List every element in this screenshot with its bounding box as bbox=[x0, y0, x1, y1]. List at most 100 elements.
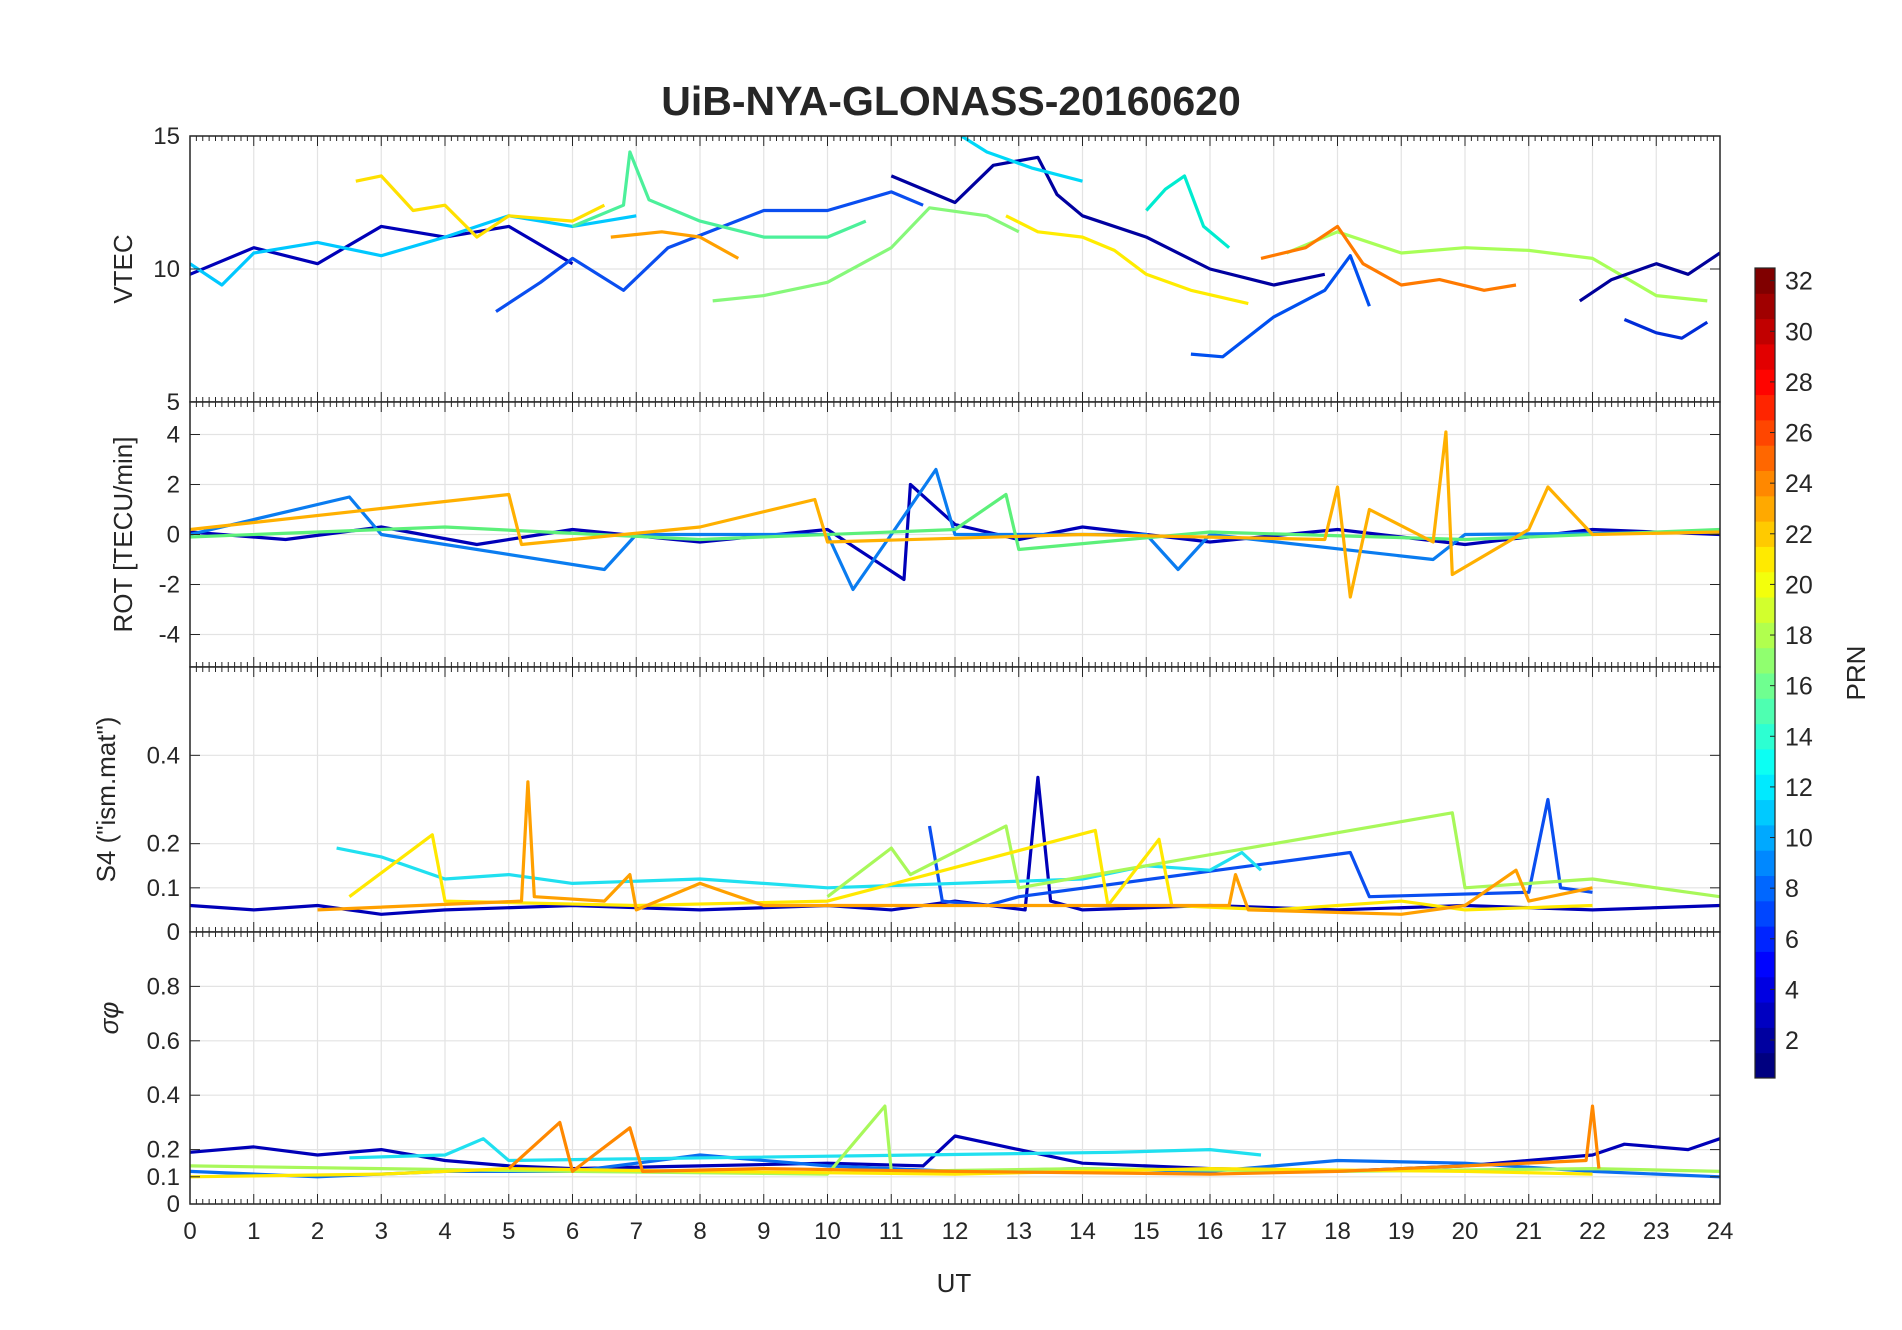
series-line bbox=[826, 811, 1720, 899]
x-tick-label: 14 bbox=[1069, 1218, 1096, 1245]
series-line bbox=[190, 467, 1720, 592]
colorbar-tick-label: 10 bbox=[1785, 825, 1813, 853]
series-line bbox=[190, 1167, 1593, 1179]
y-tick-label: 0 bbox=[167, 522, 180, 549]
series-line bbox=[495, 190, 924, 313]
colorbar-segment bbox=[1755, 1027, 1775, 1054]
colorbar-tick-label: 16 bbox=[1785, 673, 1813, 701]
series-line bbox=[1578, 251, 1720, 303]
series-line bbox=[960, 136, 1083, 183]
series-group bbox=[190, 775, 1720, 916]
colorbar-segment bbox=[1755, 748, 1775, 775]
series-line bbox=[190, 430, 1720, 599]
y-axis-label: σφ bbox=[94, 1002, 124, 1035]
colorbar-segment bbox=[1755, 900, 1775, 927]
y-tick-label: 0.2 bbox=[147, 831, 180, 858]
colorbar-segment bbox=[1755, 597, 1775, 623]
x-tick-label: 13 bbox=[1005, 1218, 1032, 1245]
colorbar-segment bbox=[1755, 1002, 1775, 1028]
colorbar-tick-label: 30 bbox=[1785, 318, 1813, 346]
colorbar-tick-label: 18 bbox=[1785, 622, 1813, 650]
x-tick-label: 4 bbox=[438, 1218, 451, 1245]
x-tick-label: 2 bbox=[311, 1218, 324, 1245]
colorbar-tick-label: 20 bbox=[1785, 571, 1813, 599]
y-tick-label: 0.4 bbox=[147, 742, 180, 769]
colorbar-tick-label: 12 bbox=[1785, 774, 1813, 802]
y-axis-label: VTEC bbox=[108, 234, 138, 303]
colorbar-segment bbox=[1755, 673, 1775, 699]
y-tick-label: 5 bbox=[167, 389, 180, 416]
colorbar-segment bbox=[1755, 799, 1775, 826]
colorbar-tick-label: 28 bbox=[1785, 369, 1813, 397]
y-tick-label: 0.2 bbox=[147, 1137, 180, 1164]
colorbar-segment bbox=[1755, 546, 1775, 573]
x-tick-label: 6 bbox=[566, 1218, 579, 1245]
colorbar-segment bbox=[1755, 976, 1775, 1003]
rot-panel: -4 -2 0 2 4 ROT [TECU/min] bbox=[108, 401, 1721, 668]
x-tick-label: 11 bbox=[879, 1218, 904, 1245]
colorbar-segment bbox=[1755, 1052, 1775, 1079]
series-line bbox=[1623, 318, 1709, 340]
series-line bbox=[927, 797, 1593, 908]
series-line bbox=[190, 482, 1720, 582]
y-tick-label: 2 bbox=[167, 472, 180, 499]
colorbar-tick-label: 6 bbox=[1785, 926, 1799, 954]
colorbar-segment bbox=[1755, 824, 1775, 851]
y-tick-label: 0.1 bbox=[147, 1164, 180, 1191]
colorbar-segment bbox=[1755, 647, 1775, 674]
colorbar-segment bbox=[1755, 622, 1775, 649]
x-tick-label: 7 bbox=[630, 1218, 643, 1245]
x-tick-label: 5 bbox=[502, 1218, 515, 1245]
colorbar-segment bbox=[1755, 394, 1775, 421]
series-line bbox=[1190, 254, 1371, 359]
x-axis-label: UT bbox=[937, 1268, 972, 1298]
vtec-panel: 5 10 15 VTEC bbox=[108, 123, 1721, 416]
series-line bbox=[507, 1104, 1601, 1176]
colorbar-tick-label: 14 bbox=[1785, 723, 1813, 751]
x-tick-label: 22 bbox=[1579, 1218, 1606, 1245]
x-tick-label: 9 bbox=[757, 1218, 770, 1245]
x-tick-label: 15 bbox=[1133, 1218, 1160, 1245]
colorbar-segment bbox=[1755, 369, 1775, 396]
y-tick-label: 0 bbox=[167, 1191, 180, 1218]
colorbar-segment bbox=[1755, 495, 1775, 522]
series-group bbox=[190, 136, 1720, 359]
y-axis-label: ROT [TECU/min] bbox=[108, 437, 138, 633]
colorbar-segment bbox=[1755, 470, 1775, 497]
y-tick-label: -4 bbox=[159, 622, 180, 649]
colorbar-tick-label: 32 bbox=[1785, 268, 1813, 296]
series-line bbox=[610, 230, 740, 260]
series-line bbox=[712, 206, 1020, 303]
x-tick-label: 21 bbox=[1515, 1218, 1542, 1245]
series-line bbox=[355, 174, 606, 239]
series-line bbox=[336, 846, 1263, 890]
series-group bbox=[190, 1104, 1720, 1179]
series-line bbox=[190, 214, 637, 287]
colorbar-segment bbox=[1755, 571, 1775, 598]
colorbar-segment bbox=[1755, 521, 1775, 547]
colorbar-segment bbox=[1755, 698, 1775, 725]
x-tick-label: 18 bbox=[1324, 1218, 1351, 1245]
series-line bbox=[1005, 214, 1249, 306]
y-tick-label: 0.1 bbox=[147, 875, 180, 902]
colorbar-segment bbox=[1755, 419, 1775, 446]
series-line bbox=[190, 492, 1720, 552]
colorbar-tick-label: 22 bbox=[1785, 521, 1813, 549]
colorbar-segment bbox=[1755, 850, 1775, 876]
x-tick-label: 8 bbox=[693, 1218, 706, 1245]
series-group bbox=[190, 430, 1720, 599]
series-line bbox=[1285, 230, 1708, 303]
y-tick-label: 0 bbox=[167, 919, 180, 946]
series-line bbox=[571, 150, 867, 239]
x-tick-label: 0 bbox=[183, 1218, 196, 1245]
series-line bbox=[1260, 224, 1517, 292]
colorbar-segment bbox=[1755, 723, 1775, 750]
x-tick-label: 17 bbox=[1260, 1218, 1287, 1245]
colorbar-segment bbox=[1755, 774, 1775, 801]
x-tick-label: 23 bbox=[1643, 1218, 1670, 1245]
colorbar-frame bbox=[1754, 267, 1776, 1079]
series-line bbox=[1145, 174, 1231, 249]
colorbar-segment bbox=[1755, 951, 1775, 978]
